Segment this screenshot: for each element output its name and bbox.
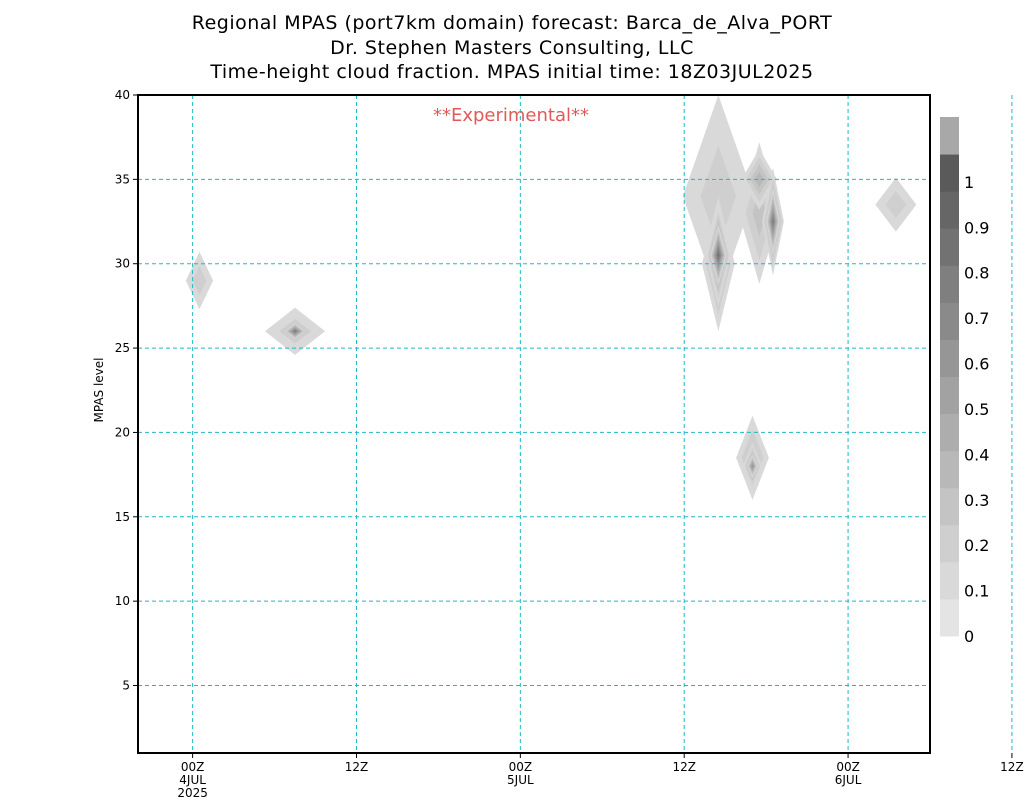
colorbar-swatch-0: [940, 598, 959, 637]
experimental-annotation: **Experimental**: [433, 105, 589, 126]
colorbar-swatch-8: [940, 302, 959, 340]
colorbar-swatch-7: [940, 339, 959, 377]
chart-title-line-1: Regional MPAS (port7km domain) forecast:…: [191, 12, 833, 34]
y-axis-label: MPAS level: [92, 358, 106, 423]
colorbar-label: 0.3: [964, 491, 989, 510]
y-tick-label: 30: [115, 257, 130, 271]
colorbar-label: 0.8: [964, 264, 989, 283]
colorbar-swatch-6: [940, 376, 959, 415]
x-tick-label: 4JUL: [179, 773, 206, 787]
cloud-contour-7-9: [717, 252, 720, 259]
cloud-contour-0-1: [192, 266, 207, 295]
x-tick-label: 00Z: [181, 760, 205, 774]
x-tick-label: 6JUL: [835, 773, 862, 787]
colorbar-swatch-11: [940, 191, 959, 229]
y-axis-ticks: 5 10 15 20 25 30 35 40: [115, 88, 138, 693]
colorbar-label: 0.9: [964, 218, 989, 237]
colorbar-swatch-12: [940, 154, 959, 192]
y-tick-label: 25: [115, 341, 130, 355]
cloud-fraction-field: [185, 95, 917, 500]
x-tick-label: 12Z: [1000, 760, 1024, 774]
colorbar-label: 0.1: [964, 582, 989, 601]
cloud-contour-15-6: [751, 464, 754, 468]
y-tick-label: 15: [115, 510, 130, 524]
chart-title-line-3: Time-height cloud fraction. MPAS initial…: [210, 61, 814, 83]
x-tick-label: 5JUL: [507, 773, 534, 787]
colorbar-swatch-3: [940, 487, 959, 526]
colorbar-swatch-13: [940, 117, 959, 155]
x-tick-label: 2025: [177, 786, 208, 800]
colorbar-label: 0.4: [964, 445, 989, 464]
colorbar-legend: 0 0.1 0.2 0.3 0.4 0.5 0.6 0.7 0.8 0.9 1: [940, 117, 989, 646]
colorbar-swatch-5: [940, 413, 959, 452]
colorbar-swatch-1: [940, 561, 959, 600]
colorbar-label: 0.5: [964, 400, 989, 419]
colorbar-swatch-2: [940, 524, 959, 563]
colorbar-label: 0: [964, 627, 974, 646]
cloud-contour-3-8: [293, 330, 297, 333]
plot-frame: [137, 94, 931, 754]
y-tick-label: 40: [115, 88, 130, 102]
colorbar-swatch-9: [940, 265, 959, 303]
x-tick-label: 00Z: [509, 760, 533, 774]
cloud-contour-11-8: [772, 217, 774, 226]
colorbar-swatch-4: [940, 450, 959, 489]
colorbar-label: 0.6: [964, 355, 989, 374]
grid-lines: [138, 95, 1013, 753]
cloud-contour-12-1: [885, 191, 907, 219]
cloud-contour-9-3: [754, 171, 764, 187]
x-tick-label: 12Z: [345, 760, 369, 774]
colorbar-label: 0.2: [964, 536, 989, 555]
y-tick-label: 20: [115, 425, 130, 439]
y-tick-label: 10: [115, 594, 130, 608]
x-tick-label: 00Z: [836, 760, 860, 774]
colorbar-label: 1: [964, 173, 974, 192]
chart-title-line-2: Dr. Stephen Masters Consulting, LLC: [330, 37, 694, 59]
colorbar-label: 0.7: [964, 309, 989, 328]
y-tick-label: 5: [122, 679, 130, 693]
colorbar-swatch-10: [940, 228, 959, 266]
y-tick-label: 35: [115, 172, 130, 186]
x-tick-label: 12Z: [672, 760, 696, 774]
